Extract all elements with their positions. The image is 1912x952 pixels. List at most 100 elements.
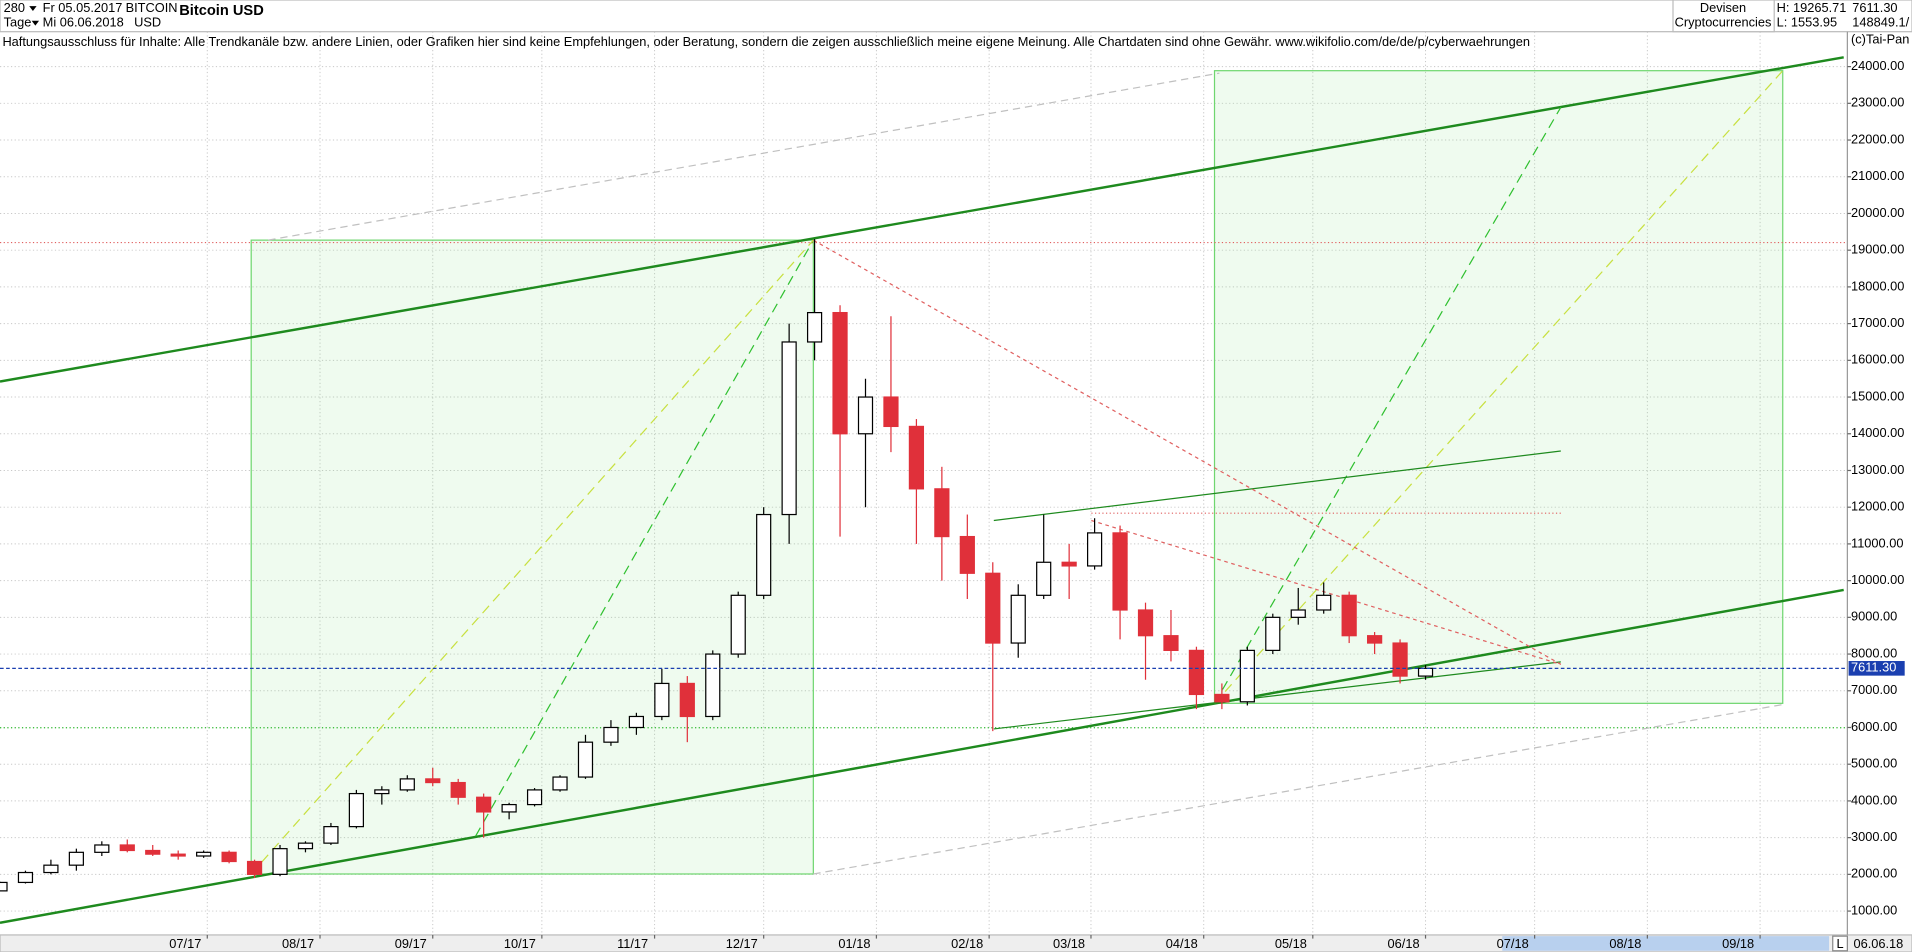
- scale-mode[interactable]: L: [1836, 936, 1843, 951]
- scale-button[interactable]: [1832, 935, 1848, 952]
- candle-body: [1163, 635, 1179, 651]
- x-tick-label: 10/17: [504, 936, 536, 951]
- fan-line: [250, 239, 814, 875]
- candle-body: [857, 396, 874, 435]
- y-tick-label: 11000.00: [1851, 535, 1903, 550]
- trend-line: [0, 56, 1844, 383]
- candle-body: [705, 653, 721, 718]
- currency: USD: [134, 15, 161, 30]
- x-tick-label: 03/18: [1053, 936, 1085, 951]
- drawings: [0, 56, 1848, 924]
- candle-body: [196, 851, 212, 857]
- candle-body: [246, 860, 263, 875]
- trend-line: [0, 588, 1844, 924]
- y-tick-label: 23000.00: [1851, 95, 1904, 110]
- y-tick-label: 14000.00: [1851, 425, 1904, 440]
- candle-body: [374, 789, 390, 795]
- y-tick-label: 19000.00: [1851, 242, 1904, 257]
- fan-line: [1213, 106, 1562, 704]
- y-tick-label: 8000.00: [1851, 645, 1897, 660]
- from-date: Fr 05.05.2017: [43, 0, 123, 15]
- y-tick-label: 3000.00: [1851, 829, 1897, 844]
- candle-body: [272, 848, 288, 875]
- candle-body: [1341, 594, 1357, 637]
- y-tick-label: 13000.00: [1851, 462, 1904, 477]
- disclaimer: Haftungsausschluss für Inhalte: Alle Tre…: [2, 34, 1530, 49]
- candle-body: [94, 844, 110, 853]
- candle-body: [119, 844, 135, 852]
- candle-body: [1061, 561, 1077, 567]
- candle-body: [577, 741, 594, 778]
- y-tick-label: 12000.00: [1851, 499, 1904, 514]
- x-tick-label: 11/17: [617, 936, 648, 951]
- y-tick-label: 9000.00: [1851, 609, 1897, 624]
- candle-body: [832, 311, 848, 435]
- channel-line: [813, 703, 1783, 875]
- candle-body: [501, 803, 517, 813]
- dropdown-arrow[interactable]: [29, 6, 37, 11]
- x-tick-label: 05/18: [1275, 936, 1307, 951]
- candle-body: [806, 311, 823, 343]
- candle-body: [450, 781, 466, 798]
- x-tick-label: 04/18: [1166, 936, 1198, 951]
- candle-body: [221, 851, 237, 863]
- y-tick-label: 2000.00: [1851, 866, 1897, 881]
- trend-line: [993, 450, 1561, 522]
- candle-body: [297, 842, 314, 850]
- x-tick-label: 12/17: [726, 936, 758, 951]
- candle-body: [781, 341, 797, 516]
- candle-body: [145, 849, 161, 855]
- candle-body: [1265, 616, 1281, 651]
- candle-body: [1137, 609, 1154, 637]
- candle-body: [1392, 642, 1408, 677]
- last-price-label: 7611.30: [1851, 660, 1896, 675]
- candle-body: [1214, 693, 1230, 703]
- candles: [0, 239, 1434, 892]
- candle-body: [1010, 594, 1026, 644]
- volume: 148849.1/: [1852, 15, 1909, 30]
- period: 280: [4, 0, 25, 15]
- candle-body: [1239, 649, 1255, 703]
- grid: [0, 31, 1848, 935]
- fib-box: [1213, 70, 1784, 704]
- to-date: Mi 06.06.2018: [43, 15, 124, 30]
- copyright: (c)Tai-Pan: [1851, 32, 1909, 47]
- y-tick-label: 17000.00: [1851, 315, 1904, 330]
- x-tick-label: 08/17: [282, 936, 314, 951]
- candle-body: [679, 682, 695, 718]
- y-tick-label: 21000.00: [1851, 168, 1904, 183]
- candle-body: [68, 851, 84, 866]
- candle-body: [934, 488, 950, 538]
- dropdown-arrow[interactable]: [31, 20, 40, 26]
- trend-line: [993, 661, 1561, 730]
- x-tick-label: 01/18: [838, 936, 870, 951]
- x-tick-label: 06/18: [1388, 936, 1420, 951]
- candle-body: [399, 778, 415, 791]
- candle-body: [908, 425, 925, 490]
- last-price-tag: [1848, 661, 1905, 676]
- candle-body: [1290, 609, 1306, 618]
- current-date: 06.06.18: [1853, 936, 1903, 951]
- candle-body: [170, 853, 186, 857]
- candle-body: [425, 778, 441, 784]
- y-tick-label: 6000.00: [1851, 719, 1897, 734]
- candle-body: [1036, 561, 1052, 596]
- y-tick-label: 10000.00: [1851, 572, 1904, 587]
- info-box: [1672, 0, 1775, 33]
- candle-body: [654, 682, 670, 718]
- y-tick-label: 4000.00: [1851, 792, 1897, 807]
- candle-body: [1188, 649, 1205, 696]
- candle-body: [1316, 594, 1332, 611]
- candle-body: [883, 396, 899, 428]
- candle-body: [730, 594, 746, 655]
- candle-body: [603, 726, 619, 743]
- candle-body: [959, 535, 975, 574]
- candle-body: [756, 513, 772, 596]
- y-tick-label: 18000.00: [1851, 278, 1904, 293]
- low: L: 1553.95: [1777, 15, 1838, 30]
- x-tick-label: 09/18: [1722, 936, 1754, 951]
- unit: Tage: [4, 15, 32, 30]
